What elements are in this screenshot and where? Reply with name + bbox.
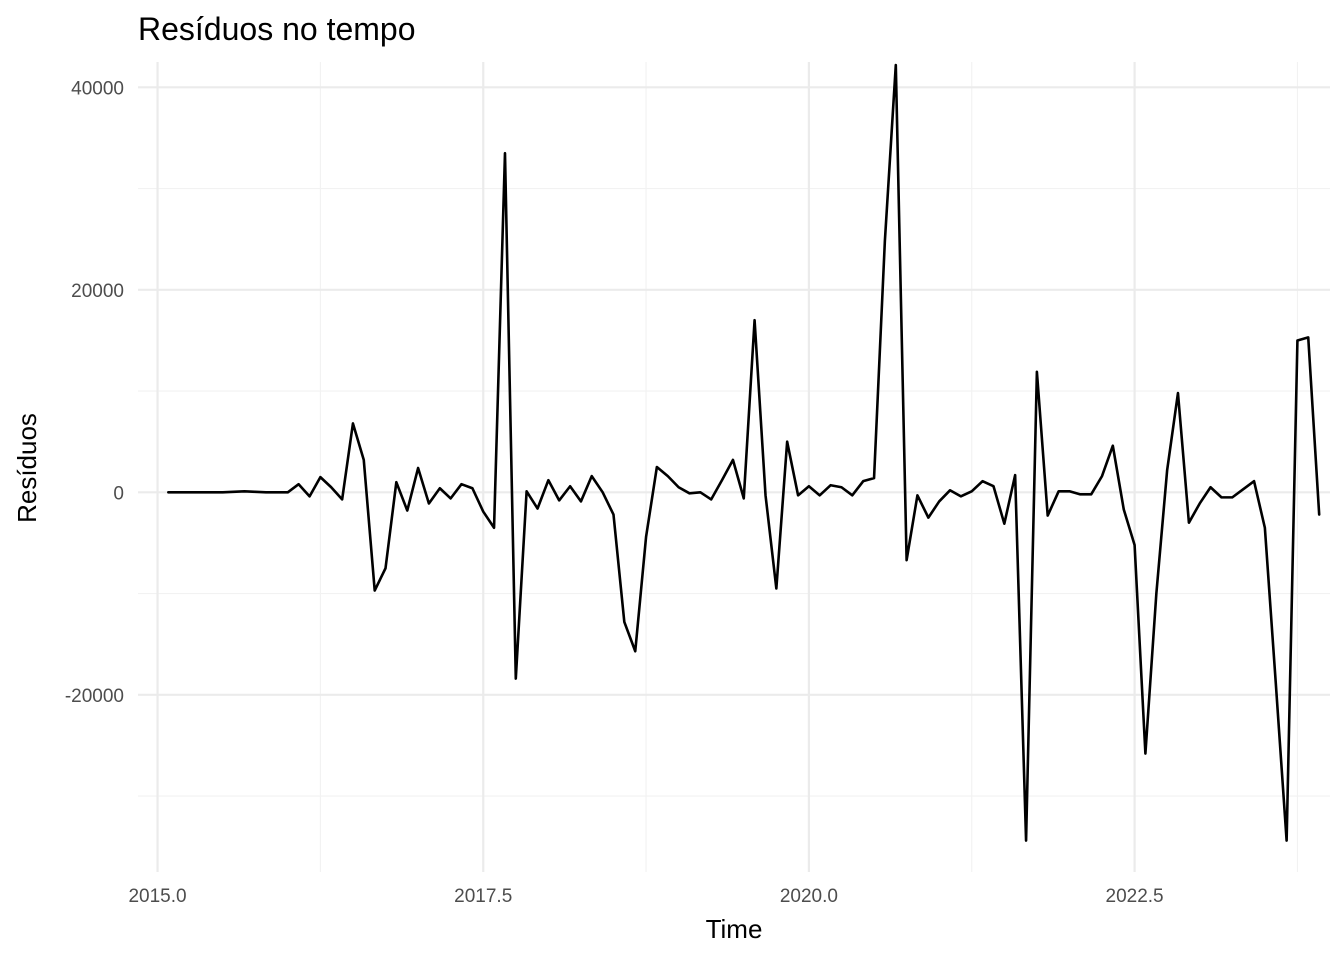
x-tick-label: 2022.5 — [1106, 886, 1164, 907]
chart-title: Resíduos no tempo — [138, 11, 416, 47]
series-line-0 — [167, 63, 1321, 842]
x-axis-title: Time — [706, 914, 763, 944]
y-tick-label: -20000 — [65, 686, 124, 707]
y-tick-label: 40000 — [71, 78, 124, 99]
x-tick-label: 2017.5 — [454, 886, 512, 907]
tick-labels: 2015.0 2017.5 2020.0 2022.5 -20000 0 20000 4000… — [65, 78, 1164, 907]
x-tick-label: 2020.0 — [780, 886, 838, 907]
y-tick-label: 20000 — [71, 281, 124, 302]
y-tick-label: 0 — [113, 483, 124, 504]
y-axis-title: Resíduos — [12, 413, 42, 523]
x-tick-label: 2015.0 — [128, 886, 186, 907]
minor-gridlines — [138, 62, 1330, 872]
series-layer — [167, 63, 1321, 842]
